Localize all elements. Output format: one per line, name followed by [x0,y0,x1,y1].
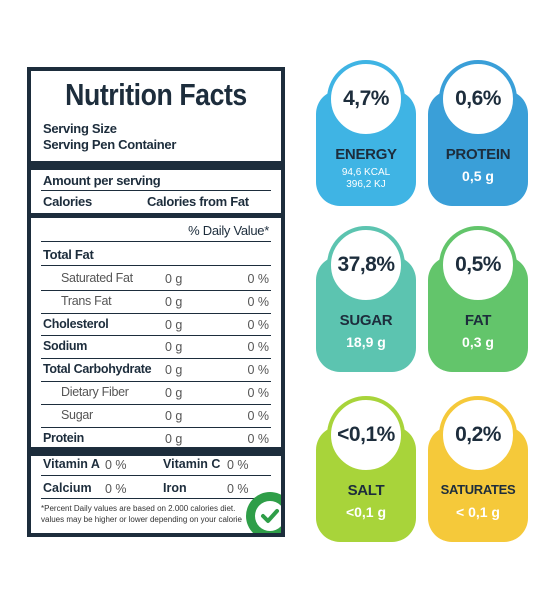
badge-name: FAT [464,312,492,329]
nutrient-amount: 0 g [165,363,183,378]
vitamin-name: Iron [163,481,187,495]
serving-size: Serving Size [43,121,117,136]
nutrition-facts-label: Nutrition Facts Serving Size Serving Pen… [27,67,285,537]
nutrient-percent: 0 % [247,294,269,309]
vitamin-percent: 0 % [227,482,249,496]
footnote-line: values may be higher or lower depending … [41,515,243,524]
nutrient-row: Cholesterol 0 g 0 % [31,314,281,336]
divider [41,289,271,291]
badge-percent: 0,6% [455,87,501,110]
badge-name: SALT [347,482,385,499]
badge-name: SUGAR [339,312,393,329]
vitamin-name: Vitamin C [163,457,221,471]
footnote: *Percent Daily values are based on 2.000… [41,503,251,525]
divider-thick [31,161,281,170]
badge-percent: 4,7% [343,87,389,110]
divider-medium [31,213,281,218]
badge-percent: 0,5% [455,253,501,276]
badge-circle: 0,6% [439,60,517,138]
badge-value: < 0,1 g [456,504,500,520]
nutrient-percent: 0 % [247,431,269,446]
nutrient-percent: 0 % [247,317,269,332]
divider [41,475,271,476]
badge-name: SATURATES [440,482,516,497]
nutrient-row: Dietary Fiber 0 g 0 % [31,382,281,404]
badge-circle: 37,8% [327,226,405,304]
nutrient-amount: 0 g [165,408,183,423]
badge-kcal: 94,6 KCAL [341,167,391,178]
nutrient-row: Total Carbohydrate 0 g 0 % [31,359,281,381]
vitamin-row: Vitamin A 0 % Vitamin C 0 % [31,454,281,476]
divider [41,426,271,428]
nutrient-amount: 0 g [165,340,183,355]
nutrient-percent: 0 % [247,272,269,286]
amount-per-serving: Amount per serving [43,173,161,188]
daily-value-header: % Daily Value* [188,223,269,238]
nutrient-row: Sodium 0 g 0 % [31,336,281,358]
nutrient-amount: 0 g [165,272,183,286]
serving-info: Serving Size Serving Pen Container [31,113,281,153]
nutrient-row: Protein 0 g 0 % [31,428,281,450]
nutrient-name: Sodium [43,339,88,354]
divider [41,498,271,499]
vitamin-percent: 0 % [105,482,127,496]
badge-value: <0,1 g [345,504,387,520]
divider [41,335,271,337]
divider [41,358,271,360]
nutrient-amount: 0 g [165,431,183,446]
nutrient-name: Total Carbohydrate [43,362,152,377]
nutrient-name: Saturated Fat [61,271,133,285]
label-title: Nutrition Facts [65,77,247,112]
nutrient-row: Saturated Fat 0 g 0 % [31,268,281,290]
calories-from-fat-label: Calories from Fat [147,194,249,209]
badge-percent: 37,8% [337,253,395,276]
badge-percent: 0,2% [455,423,501,446]
badge-value: 18,9 g [346,334,386,350]
divider [41,241,271,242]
fact-check-seal-icon [246,492,281,533]
nutrient-row: Sugar 0 g 0 % [31,405,281,427]
nutrient-amount: 0 g [165,386,183,400]
badge-value: 0,3 g [462,334,494,350]
badge-name: ENERGY [335,146,397,163]
divider-thick [31,447,281,456]
divider [41,190,271,191]
vitamin-name: Vitamin A [43,457,100,471]
nutrient-name: Cholesterol [43,316,109,331]
nutrient-amount: 0 g [165,317,183,332]
nutrient-row: Trans Fat 0 g 0 % [31,291,281,313]
calories-label: Calories [43,194,92,209]
badge-value: 0,5 g [462,168,494,184]
total-fat-label: Total Fat [43,247,94,262]
divider [41,265,271,266]
vitamin-percent: 0 % [105,458,127,472]
divider [41,381,271,382]
footnote-line: *Percent Daily values are based on 2.000… [41,504,236,513]
vitamin-row: Calcium 0 % Iron 0 % [31,478,281,500]
serving-per-container: Serving Pen Container [43,137,177,152]
nutrient-name: Sugar [61,407,93,422]
nutrient-percent: 0 % [247,340,269,355]
badge-circle: 0,5% [439,226,517,304]
nutrient-name: Protein [43,430,84,445]
nutrient-percent: 0 % [247,363,269,378]
nutrient-percent: 0 % [247,408,269,423]
nutrient-name: Trans Fat [61,293,112,308]
badge-circle: 0,2% [439,396,517,474]
nutrient-name: Dietary Fiber [61,385,129,399]
vitamin-percent: 0 % [227,458,249,472]
divider [41,403,271,405]
badge-circle: <0,1% [327,396,405,474]
badge-name: PROTEIN [445,146,511,163]
nutrient-amount: 0 g [165,294,183,309]
badge-kj: 396,2 KJ [346,179,386,190]
badge-circle: 4,7% [327,60,405,138]
nutrient-percent: 0 % [247,386,269,400]
divider [41,312,271,314]
vitamin-name: Calcium [43,481,92,495]
badge-percent: <0,1% [337,423,395,446]
